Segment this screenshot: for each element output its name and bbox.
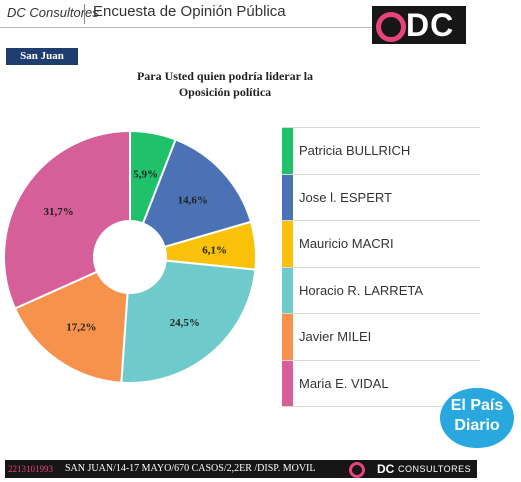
legend-item-horacio-r-larreta: Horacio R. LARRETA: [282, 267, 480, 314]
brand-name: DC Consultores: [7, 5, 99, 20]
footer-company: CONSULTORES: [398, 464, 472, 474]
odc-logo-text: DC: [406, 7, 455, 43]
legend-swatch: [282, 360, 293, 406]
el-pais-diario-logo: El País Diario: [440, 388, 514, 448]
header: DC Consultores Encuesta de Opinión Públi…: [0, 0, 521, 44]
el-pais-line-1: El País: [450, 397, 504, 414]
legend-label: Horacio R. LARRETA: [299, 282, 424, 298]
chart-title: Para Usted quien podría liderar la Oposi…: [100, 68, 350, 100]
pie-slice-javier-milei: [13, 270, 129, 384]
data-label-horacio-r-larreta: 24,5%: [170, 317, 200, 329]
legend-swatch: [282, 314, 293, 360]
pie-slice-jose-l-espert: [141, 138, 253, 249]
legend-label: Mauricio MACRI: [299, 236, 394, 251]
legend-item-javier-milei: Javier MILEI: [282, 314, 480, 361]
survey-title: Encuesta de Opinión Pública: [93, 3, 286, 20]
legend-swatch: [282, 267, 293, 313]
footer-ring-icon: [349, 462, 365, 478]
odc-ring-icon: [376, 12, 406, 42]
donut-chart: 5,9% 14,6% 6,1% 24,5% 17,2% 31,7%: [3, 129, 257, 384]
legend-item-maria-e-vidal: Maria E. VIDAL: [282, 360, 480, 407]
el-pais-badge: [440, 388, 514, 448]
pie-slice-maria-e-vidal: [3, 129, 131, 310]
legend-swatch: [282, 128, 293, 174]
header-separator: [84, 4, 85, 24]
legend-swatch: [282, 221, 293, 267]
el-pais-text: El País Diario: [442, 396, 512, 436]
header-divider: [0, 27, 372, 28]
legend-label: Maria E. VIDAL: [299, 375, 389, 391]
chart-title-line-1: Para Usted quien podría liderar la: [136, 69, 314, 83]
pie-slice-horacio-r-larreta: [120, 259, 257, 384]
data-label-mauricio-macri: 6,1%: [202, 244, 227, 256]
legend-label: Javier MILEI: [299, 329, 372, 344]
legend-item-mauricio-macri: Mauricio MACRI: [282, 221, 480, 268]
footer-code: 2213101993: [8, 464, 53, 474]
legend-item-jose-l-espert: Jose l. ESPERT: [282, 174, 480, 221]
footer-dc-logo: DC: [377, 462, 395, 476]
data-label-maria-e-vidal: 31,7%: [44, 206, 74, 218]
legend-item-patricia-bullrich: Patricia BULLRICH: [282, 127, 480, 175]
data-label-jose-l-espert: 14,6%: [178, 195, 208, 207]
chart-title-line-2: Oposición política: [178, 85, 272, 99]
footer-bar: 2213101993 SAN JUAN/14-17 MAYO/670 CASOS…: [5, 460, 477, 478]
data-label-patricia-bullrich: 5,9%: [133, 168, 158, 180]
odc-logo: DC: [372, 6, 466, 44]
legend-label: Jose l. ESPERT: [299, 189, 392, 205]
region-tag: San Juan: [6, 48, 78, 65]
legend-label: Patricia BULLRICH: [299, 143, 411, 158]
footer-survey-info: SAN JUAN/14-17 MAYO/670 CASOS/2,2ER /DIS…: [65, 463, 316, 474]
legend-swatch: [282, 174, 293, 220]
chart-legend: Patricia BULLRICH Jose l. ESPERT Mauricio …: [282, 127, 480, 407]
data-label-javier-milei: 17,2%: [66, 322, 96, 334]
el-pais-line-2: Diario: [454, 417, 500, 434]
